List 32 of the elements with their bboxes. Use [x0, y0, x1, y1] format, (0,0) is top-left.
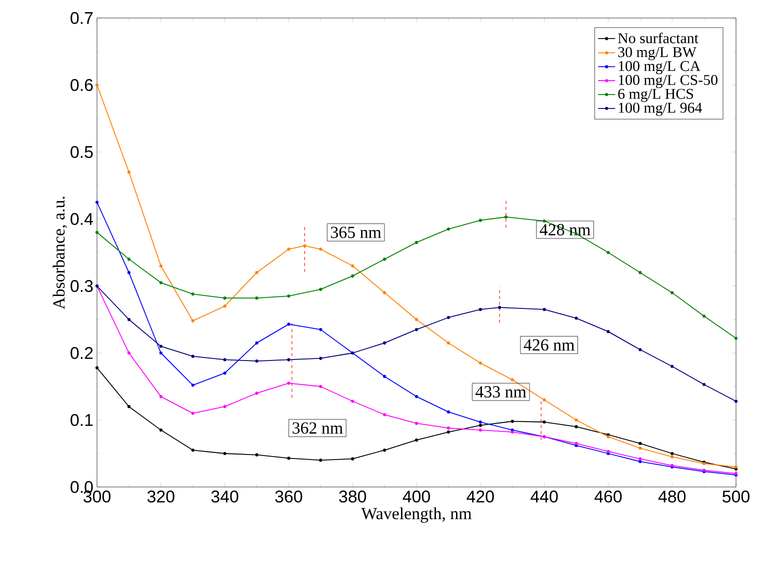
annotation: 428 nm [540, 224, 590, 236]
legend-label: 30 mg/L BW [618, 47, 696, 60]
annotation: 362 nm [292, 422, 343, 434]
x-tick-label: 380 [339, 490, 366, 503]
x-tick-label: 320 [147, 490, 174, 503]
x-axis-title: Wavelength, nm [361, 507, 472, 523]
y-tick-label: 0.7 [70, 12, 93, 24]
annotation: 365 nm [330, 226, 382, 238]
annotation: 433 nm [476, 386, 526, 398]
x-tick-label: 360 [275, 490, 302, 503]
annotation: 426 nm [524, 339, 574, 351]
x-tick-label: 420 [466, 490, 494, 503]
legend-label: 100 mg/L CA [618, 60, 700, 74]
legend-label: 6 mg/L HCS [618, 88, 694, 102]
y-axis-title: Absorbance, a.u. [52, 196, 68, 310]
x-tick-label: 460 [594, 490, 622, 503]
legend-label: 100 mg/L 964 [618, 102, 702, 116]
y-tick-label: 0.4 [70, 213, 93, 226]
x-tick-label: 500 [722, 490, 750, 503]
y-tick-label: 0.0 [70, 481, 93, 493]
legend-label: No surfactant [618, 32, 698, 44]
x-tick-label: 480 [658, 490, 686, 503]
y-tick-label: 0.5 [70, 146, 93, 158]
y-tick-label: 0.6 [70, 79, 93, 92]
y-tick-label: 0.3 [70, 280, 93, 292]
y-tick-label: 0.2 [70, 347, 93, 360]
x-tick-label: 400 [402, 490, 430, 503]
x-tick-label: 340 [211, 490, 238, 503]
x-tick-label: 300 [84, 490, 110, 503]
x-tick-label: 440 [530, 490, 558, 503]
y-tick-label: 0.1 [70, 414, 93, 426]
legend-label: 100 mg/L CS-50 [618, 74, 718, 88]
